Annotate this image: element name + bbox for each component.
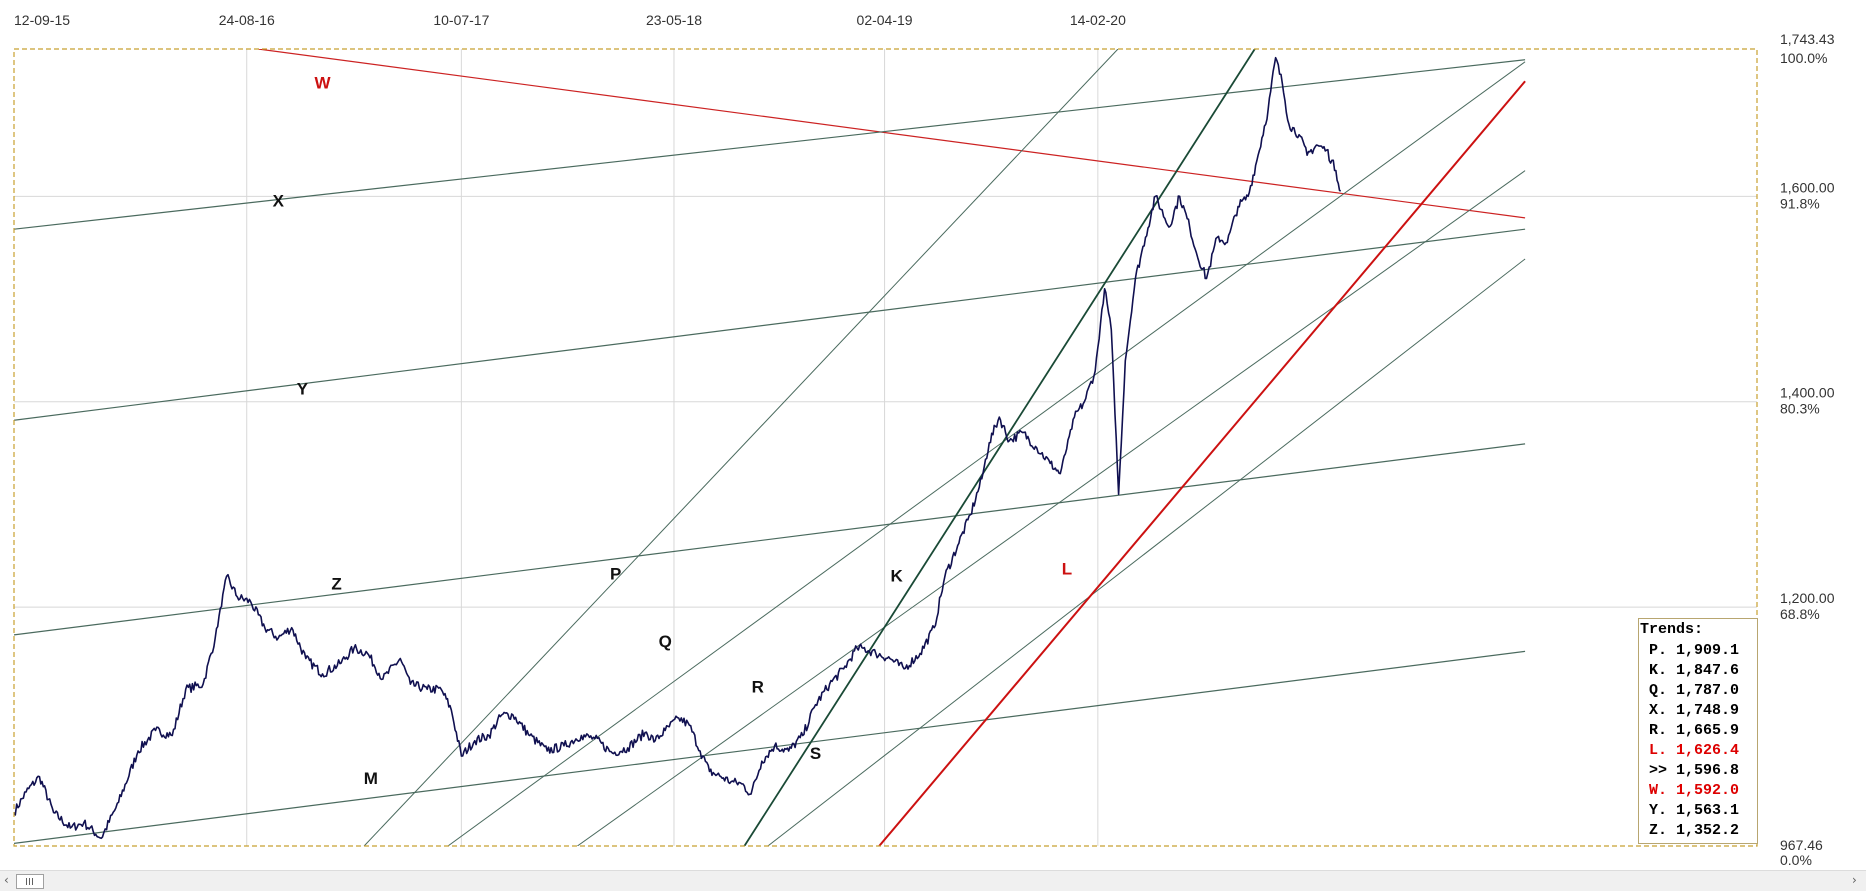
legend-value: 1,748.9	[1676, 702, 1740, 719]
trend-line-r	[577, 170, 1526, 846]
trend-line-x	[14, 59, 1526, 230]
legend-row: P. 1,909.1	[1639, 641, 1757, 661]
date-tick-label: 14-02-20	[1070, 12, 1126, 28]
price-tick-label: 1,743.43	[1780, 31, 1835, 47]
trend-line-p	[363, 49, 1119, 846]
percent-tick-label: 80.3%	[1780, 401, 1820, 417]
trend-line-m	[14, 650, 1526, 844]
percent-tick-label: 100.0%	[1780, 50, 1827, 66]
trend-label-q: Q	[659, 632, 672, 651]
trend-label-x: X	[273, 192, 285, 211]
trend-line-y	[14, 228, 1526, 421]
legend-value: 1,592.0	[1676, 782, 1740, 799]
price-line	[14, 56, 1342, 840]
legend-row: >> 1,596.8	[1639, 761, 1757, 781]
trend-label-m: M	[364, 769, 378, 788]
percent-tick-label: 91.8%	[1780, 195, 1820, 211]
percent-tick-label: 0.0%	[1780, 852, 1812, 868]
trend-label-z: Z	[331, 575, 341, 594]
trend-label-l: L	[1062, 559, 1072, 578]
horizontal-scrollbar[interactable]: ‹ ›	[0, 870, 1866, 891]
legend-row: W. 1,592.0	[1639, 781, 1757, 801]
legend-row: R. 1,665.9	[1639, 721, 1757, 741]
scroll-left-icon[interactable]: ‹	[4, 873, 9, 887]
legend-label: X.	[1649, 702, 1677, 719]
percent-tick-label: 68.8%	[1780, 606, 1820, 622]
trend-line-l	[878, 80, 1526, 846]
chart: 12-09-15 24-08-16 10-07-17 23-05-18 02-04-19…	[13, 12, 1835, 868]
legend-value: 1,596.8	[1676, 762, 1740, 779]
legend-value: 1,787.0	[1676, 682, 1740, 699]
price-tick-label: 967.46	[1780, 837, 1823, 853]
legend-value: 1,563.1	[1676, 802, 1740, 819]
date-tick-label: 02-04-19	[857, 12, 913, 28]
legend-row: Q. 1,787.0	[1639, 681, 1757, 701]
legend-value: 1,626.4	[1676, 742, 1740, 759]
trend-labels: W X Y Z M P Q R S K L	[273, 73, 1073, 787]
legend-label: Y.	[1649, 802, 1677, 819]
scroll-thumb[interactable]	[16, 874, 44, 889]
trend-label-y: Y	[297, 380, 309, 399]
legend-row: K. 1,847.6	[1639, 661, 1757, 681]
plot-frame	[13, 48, 1758, 847]
trend-line-w	[258, 49, 1526, 219]
trend-line-q	[447, 61, 1526, 846]
legend-label: L.	[1649, 742, 1677, 759]
trend-label-w: W	[314, 73, 331, 92]
trend-label-r: R	[752, 677, 764, 696]
legend-label: Q.	[1649, 682, 1677, 699]
legend-title: Trends:	[1640, 621, 1704, 638]
price-series	[14, 56, 1342, 840]
legend-label: R.	[1649, 722, 1677, 739]
date-tick-label: 12-09-15	[14, 12, 70, 28]
legend-value: 1,665.9	[1676, 722, 1740, 739]
legend-label: K.	[1649, 662, 1677, 679]
date-tick-label: 10-07-17	[433, 12, 489, 28]
trend-line-s	[767, 258, 1526, 846]
trend-line-z	[14, 443, 1526, 636]
date-tick-label: 24-08-16	[219, 12, 275, 28]
legend-label: >>	[1649, 762, 1677, 779]
price-tick-label: 1,200.00	[1780, 590, 1835, 606]
price-tick-label: 1,400.00	[1780, 385, 1835, 401]
legend-row: Z. 1,352.2	[1639, 821, 1757, 841]
legend-label: P.	[1649, 642, 1677, 659]
trend-label-p: P	[610, 564, 621, 583]
legend-value: 1,909.1	[1676, 642, 1740, 659]
legend-row: Y. 1,563.1	[1639, 801, 1757, 821]
trend-label-k: K	[891, 566, 904, 585]
legend-value: 1,352.2	[1676, 822, 1740, 839]
trend-lines	[14, 49, 1526, 846]
date-tick-label: 23-05-18	[646, 12, 702, 28]
legend-label: Z.	[1649, 822, 1677, 839]
trend-label-s: S	[810, 744, 821, 763]
trend-line-k	[743, 49, 1256, 846]
trends-legend: Trends: P. 1,909.1 K. 1,847.6 Q. 1,787.0 X.…	[1638, 618, 1758, 844]
legend-row: L. 1,626.4	[1639, 741, 1757, 761]
price-tick-label: 1,600.00	[1780, 179, 1835, 195]
axes: 12-09-15 24-08-16 10-07-17 23-05-18 02-04-19…	[14, 12, 1835, 868]
scroll-right-icon[interactable]: ›	[1852, 873, 1857, 887]
legend-value: 1,847.6	[1676, 662, 1740, 679]
legend-row: X. 1,748.9	[1639, 701, 1757, 721]
legend-label: W.	[1649, 782, 1677, 799]
